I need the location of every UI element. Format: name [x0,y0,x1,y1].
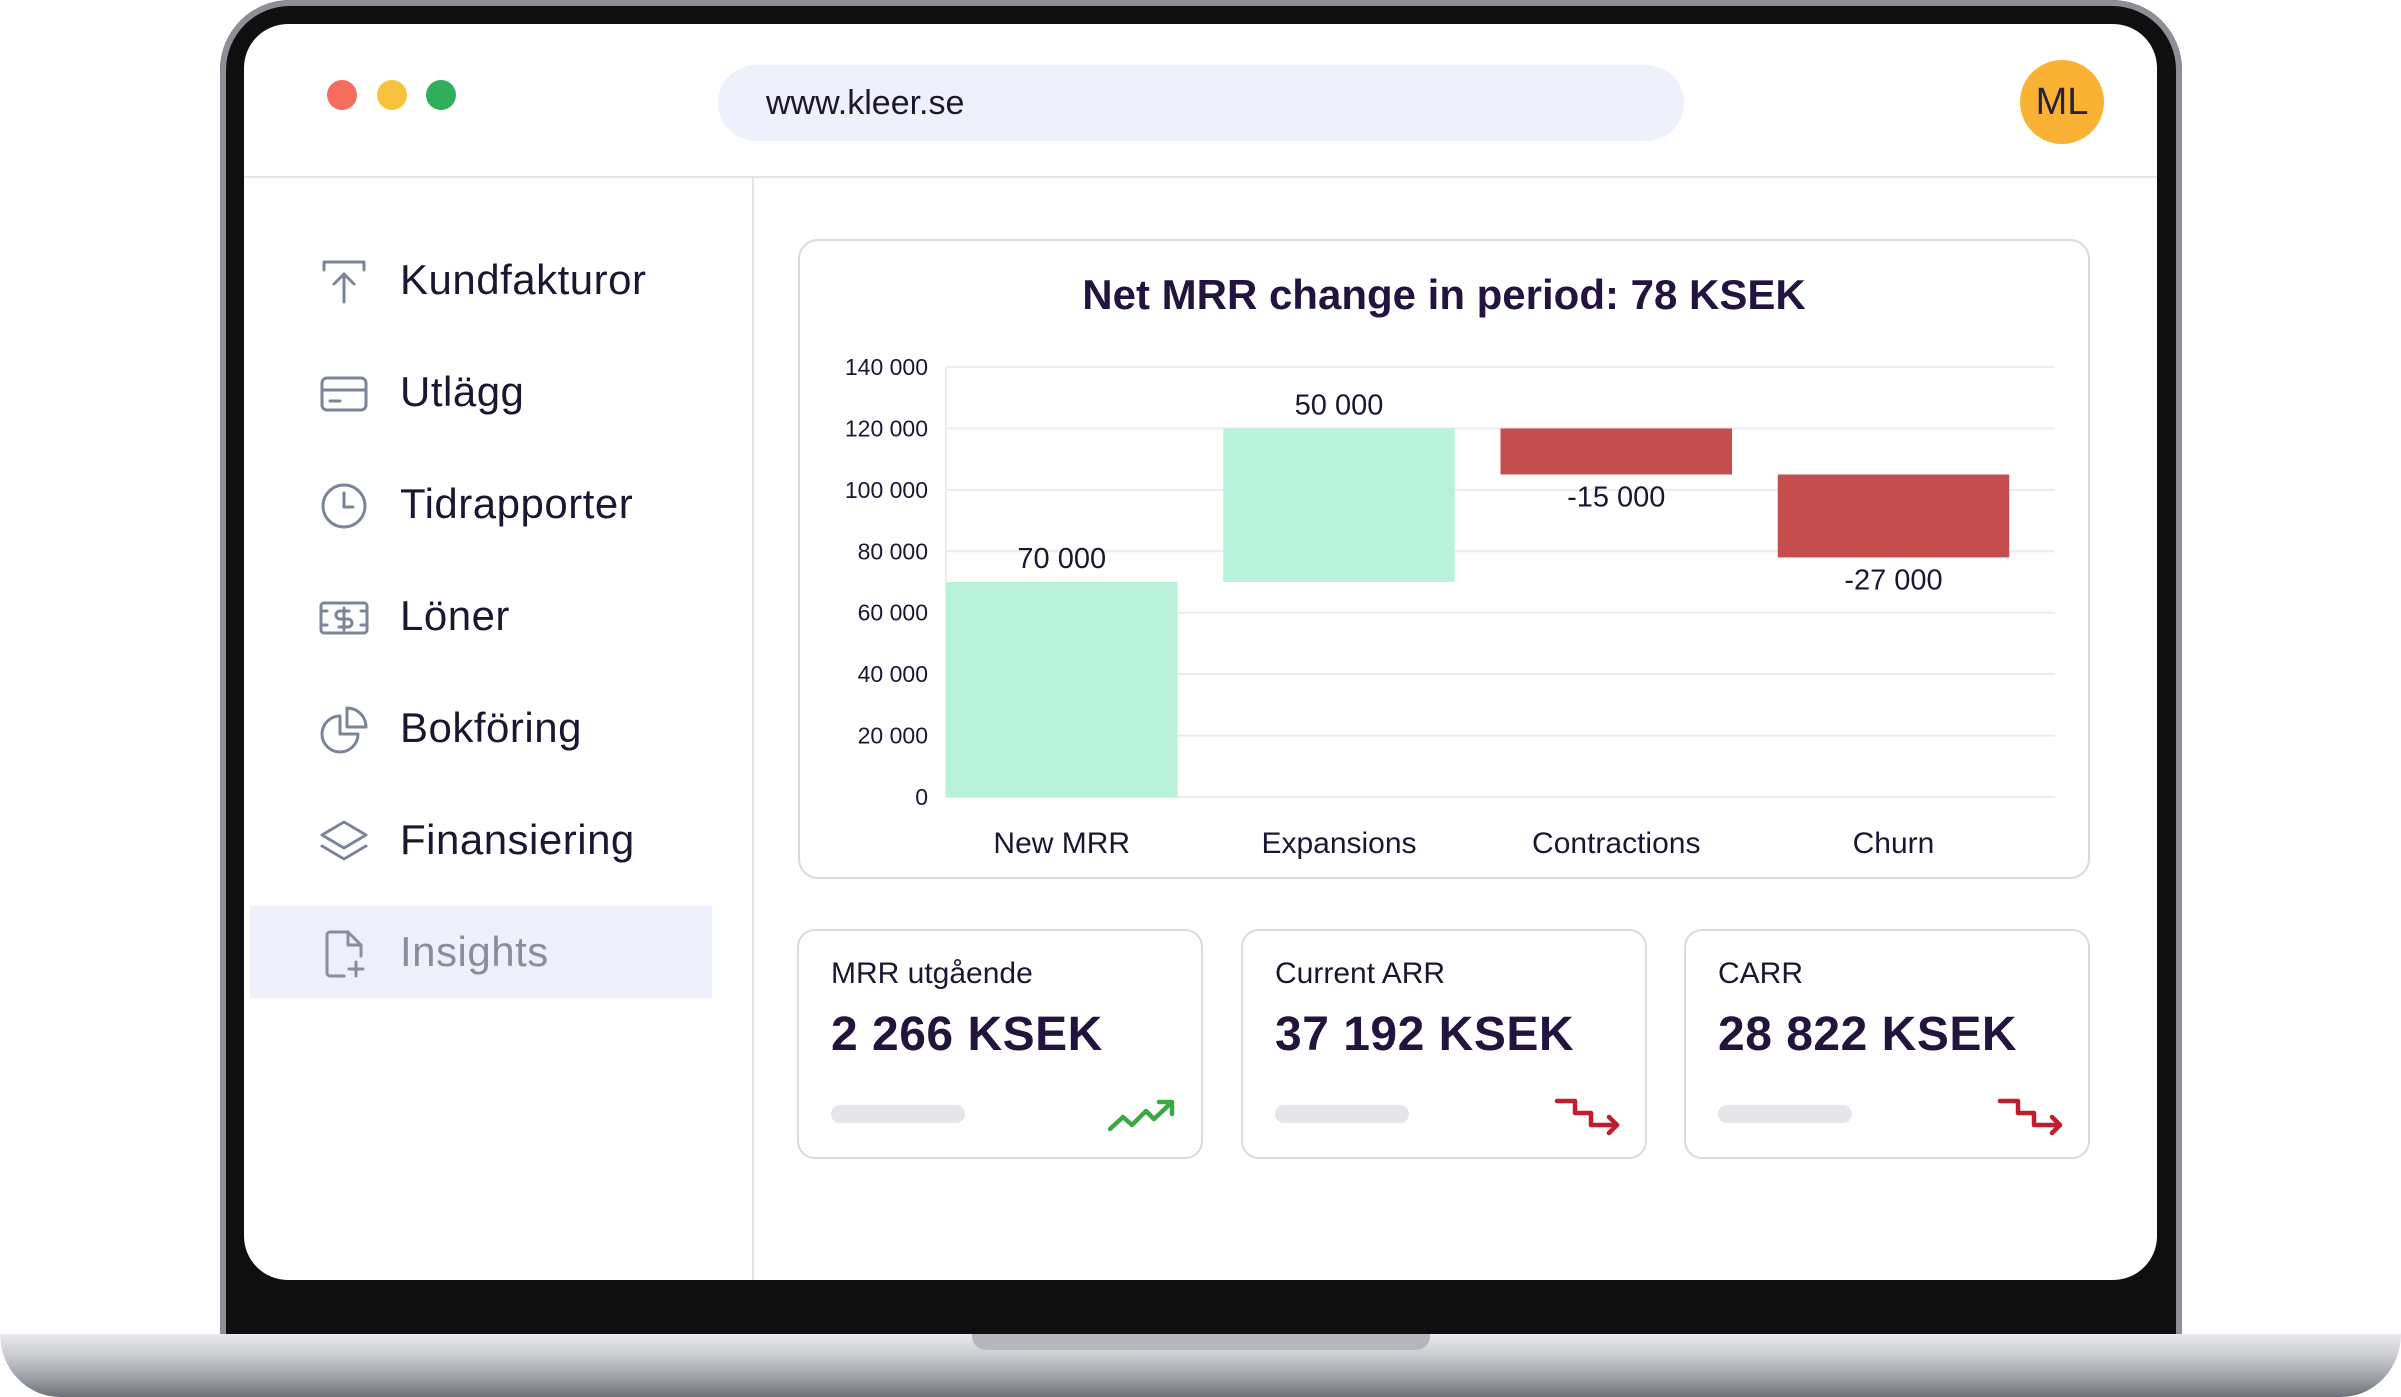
sidebar-item-label: Insights [400,928,549,975]
x-tick-label: Contractions [1532,827,1700,860]
stat-card-mrr[interactable]: MRR utgående 2 266 KSEK [797,929,1203,1159]
data-label: -15 000 [1567,482,1665,514]
address-bar[interactable]: www.kleer.se [718,65,1684,141]
sidebar-item-label: Tidrapporter [400,480,634,527]
stat-value: 37 192 KSEK [1275,1008,1575,1061]
stat-value: 2 266 KSEK [831,1008,1103,1061]
credit-card-icon [320,376,368,412]
stat-label: Current ARR [1275,957,1446,990]
sidebar-item-label: Kundfakturor [400,256,647,303]
document-plus-icon [325,930,365,978]
chart-title: Net MRR change in period: 78 KSEK [1082,271,1806,318]
stat-label: CARR [1718,957,1804,990]
y-tick-label: 0 [915,784,928,810]
y-tick-label: 100 000 [845,477,928,503]
stat-card-carr[interactable]: CARR 28 822 KSEK [1684,929,2090,1159]
x-tick-label: Expansions [1261,827,1416,860]
window-close-dot[interactable] [327,80,357,110]
trend-down-icon [1554,1098,1620,1136]
data-label: -27 000 [1844,564,1942,596]
window-maximize-dot[interactable] [426,80,456,110]
sidebar-item-label: Löner [400,592,510,639]
stat-placeholder-bar [1275,1105,1409,1123]
clock-icon [321,483,367,529]
y-tick-label: 40 000 [858,661,928,687]
window-minimize-dot[interactable] [377,80,407,110]
pie-chart-icon [320,706,368,754]
mrr-waterfall-chart: 0 20 000 40 000 60 000 80 000 100 000 120 000 1… [845,354,2055,860]
sidebar-item-label: Utlägg [400,368,525,415]
x-tick-label: Churn [1853,827,1935,860]
stat-value: 28 822 KSEK [1718,1008,2018,1061]
sidebar-item-utlagg[interactable]: Utlägg [250,346,712,438]
stat-placeholder-bar [831,1105,965,1123]
y-tick-label: 80 000 [858,538,928,564]
y-tick-label: 120 000 [845,415,928,441]
chart-bar [1223,428,1455,582]
sidebar-item-finansiering[interactable]: Finansiering [250,794,712,886]
trend-down-icon [1997,1098,2063,1136]
mrr-chart-card: Net MRR change in period: 78 KSEK 0 20 00… [798,239,2090,879]
sidebar-item-loner[interactable]: Löner [250,570,712,662]
sidebar-item-bokforing[interactable]: Bokföring [250,682,712,774]
y-tick-label: 20 000 [858,723,928,749]
sidebar-item-label: Bokföring [400,704,582,751]
stat-placeholder-bar [1718,1105,1852,1123]
chart-bar [946,582,1178,797]
laptop-notch [972,1334,1430,1350]
avatar[interactable]: ML [2020,60,2104,144]
stat-label: MRR utgående [831,957,1033,990]
chart-bar [1777,474,2010,558]
sidebar-item-kundfakturor[interactable]: Kundfakturor [250,234,712,326]
sidebar-item-insights[interactable]: Insights [250,906,712,998]
data-label: 70 000 [1017,543,1106,575]
y-tick-label: 140 000 [845,354,928,380]
trend-up-icon [1107,1099,1175,1132]
x-tick-label: New MRR [993,827,1130,860]
data-label: 50 000 [1295,389,1384,421]
stat-card-current-arr[interactable]: Current ARR 37 192 KSEK [1241,929,1647,1159]
chart-bar [1500,428,1733,475]
layers-icon [320,820,368,861]
browser-bar: www.kleer.se ML [244,24,2157,178]
sidebar-item-tidrapporter[interactable]: Tidrapporter [250,458,712,550]
upload-icon [322,260,366,304]
sidebar-item-label: Finansiering [400,816,635,863]
app-window: www.kleer.se ML Kundfakturor Utlägg Tidr… [244,24,2157,1280]
sidebar: Kundfakturor Utlägg Tidrapporter Löner B… [244,178,754,1280]
y-tick-label: 60 000 [858,600,928,626]
money-bill-icon [319,601,369,635]
